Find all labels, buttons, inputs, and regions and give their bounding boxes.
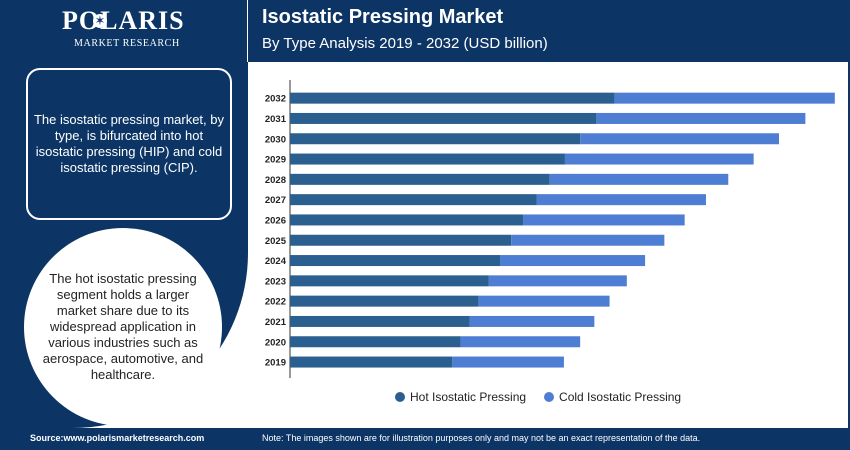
y-tick-label: 2029: [265, 155, 286, 166]
header-bar: POLARIS ✶ MARKET RESEARCH Isostatic Pres…: [0, 0, 850, 62]
logo-tagline: MARKET RESEARCH: [74, 38, 180, 49]
bar-cold-isostatic: [549, 173, 729, 185]
y-tick-label: 2024: [265, 256, 287, 267]
bar-cold-isostatic: [469, 315, 595, 327]
bar-hot-isostatic: [290, 214, 524, 226]
y-tick-label: 2021: [265, 317, 287, 328]
legend-swatch-hot: [395, 392, 405, 402]
bar-cold-isostatic: [564, 153, 754, 165]
bar-cold-isostatic: [536, 194, 706, 206]
y-tick-label: 2022: [265, 297, 286, 308]
y-tick-label: 2028: [265, 175, 286, 186]
bar-hot-isostatic: [290, 173, 550, 185]
bar-cold-isostatic: [511, 234, 665, 246]
y-tick-label: 2025: [265, 236, 287, 247]
bar-cold-isostatic: [580, 133, 780, 145]
legend-label-hot: Hot Isostatic Pressing: [410, 390, 527, 404]
chart-subtitle: By Type Analysis 2019 - 2032 (USD billio…: [262, 35, 548, 52]
summary-text: The isostatic pressing market, by type, …: [33, 112, 225, 175]
bar-cold-isostatic: [452, 356, 564, 368]
bar-hot-isostatic: [290, 356, 453, 368]
bar-cold-isostatic: [596, 112, 806, 124]
bar-hot-isostatic: [290, 153, 565, 165]
legend-item-hot: Hot Isostatic Pressing: [395, 390, 526, 404]
chart-title: Isostatic Pressing Market: [262, 6, 504, 28]
bar-hot-isostatic: [290, 275, 489, 287]
chart-legend: Hot Isostatic Pressing Cold Isostatic Pr…: [395, 390, 699, 404]
bar-cold-isostatic: [500, 255, 646, 267]
y-tick-label: 2026: [265, 215, 286, 226]
y-tick-label: 2030: [265, 134, 286, 145]
bar-hot-isostatic: [290, 194, 537, 206]
y-tick-label: 2020: [265, 337, 286, 348]
bar-cold-isostatic: [460, 336, 581, 348]
legend-item-cold: Cold Isostatic Pressing: [544, 390, 681, 404]
y-tick-label: 2019: [265, 358, 286, 369]
bar-cold-isostatic: [478, 295, 610, 307]
bar-hot-isostatic: [290, 295, 479, 307]
y-tick-label: 2027: [265, 195, 286, 206]
footer-bar: Source:www.polarismarketresearch.com Not…: [0, 428, 850, 450]
header-divider: [247, 0, 248, 62]
polaris-logo: POLARIS ✶ MARKET RESEARCH: [62, 6, 192, 56]
bar-hot-isostatic: [290, 112, 597, 124]
source-text: Source:www.polarismarketresearch.com: [30, 433, 205, 443]
y-tick-label: 2031: [265, 114, 287, 125]
bar-cold-isostatic: [523, 214, 685, 226]
bar-cold-isostatic: [614, 92, 835, 104]
legend-label-cold: Cold Isostatic Pressing: [559, 390, 682, 404]
bar-hot-isostatic: [290, 255, 501, 267]
bar-chart: 2032 2031 2030 2029 2028 2027 2026 2025 2024 2023…: [265, 80, 835, 378]
legend-swatch-cold: [544, 392, 555, 402]
bar-hot-isostatic: [290, 234, 512, 246]
bar-hot-isostatic: [290, 133, 581, 145]
summary-box: The isostatic pressing market, by type, …: [26, 68, 232, 220]
bar-hot-isostatic: [290, 336, 461, 348]
y-tick-label: 2032: [265, 94, 286, 105]
disclaimer-text: Note: The images shown are for illustrat…: [262, 433, 701, 443]
y-tick-label: 2023: [265, 276, 286, 287]
highlight-circle: The hot isostatic pressing segment holds…: [24, 228, 222, 426]
bar-hot-isostatic: [290, 92, 615, 104]
highlight-text: The hot isostatic pressing segment holds…: [42, 271, 204, 382]
bar-hot-isostatic: [290, 315, 470, 327]
bar-cold-isostatic: [488, 275, 627, 287]
logo-name: POLARIS: [62, 6, 185, 35]
compass-star-icon: ✶: [93, 13, 107, 28]
